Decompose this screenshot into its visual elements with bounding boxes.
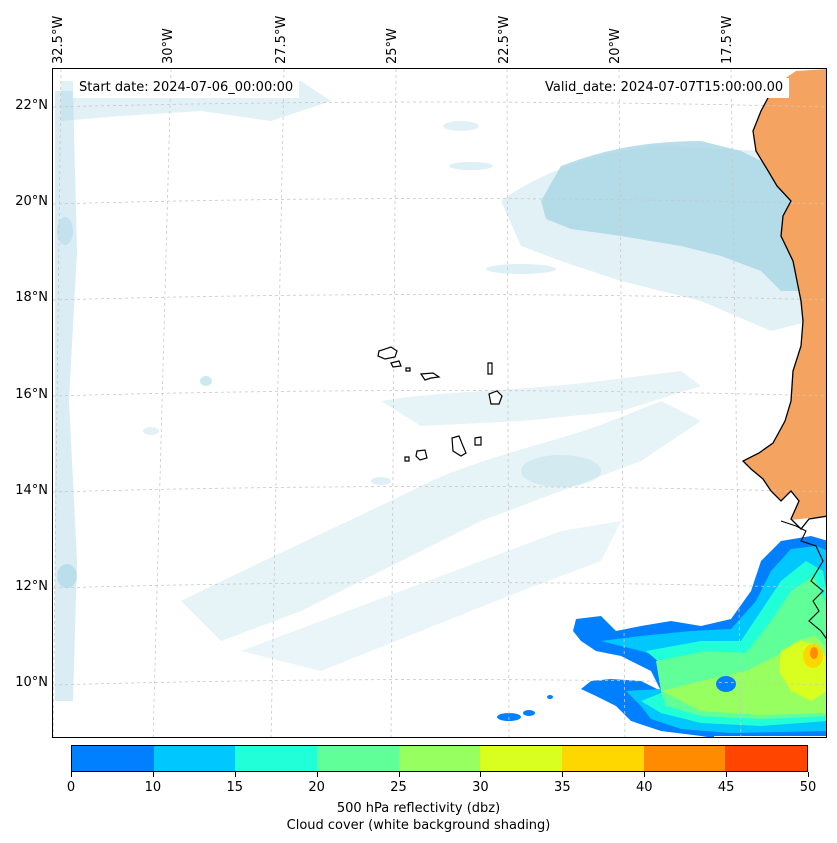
colorbar-tick: [726, 772, 728, 777]
island-sao-nicolau: [419, 372, 441, 381]
map-panel[interactable]: Start date: 2024-07-06_00:00:00 Valid_da…: [52, 68, 827, 738]
cape-verde-islands: [377, 346, 503, 462]
cloud-patch-5: [143, 427, 159, 435]
cloud-streak-central: [181, 401, 701, 641]
colorbar-segment: [398, 746, 481, 771]
lon-label-32-5w: 32.5°W: [51, 15, 66, 64]
colorbar-tick-label: 45: [717, 780, 735, 795]
land-africa: [743, 69, 826, 529]
island-boa-vista: [488, 390, 503, 405]
colorbar-segment: [235, 746, 318, 771]
cloud-streak-lower: [241, 521, 621, 671]
refl-blob-b: [523, 710, 535, 716]
coastline-south: [780, 520, 826, 640]
colorbar-tick-label: 10: [144, 780, 162, 795]
colorbar-tick-label: 15: [226, 780, 244, 795]
cloud-blob-left: [57, 564, 77, 588]
refl-40-45: [810, 647, 818, 659]
lat-label-14n: 14°N: [15, 483, 48, 498]
cloud-blob-left-2: [57, 217, 73, 245]
refl-blob-c: [547, 695, 553, 699]
colorbar-segment: [562, 746, 644, 771]
island-santiago: [451, 435, 467, 457]
colorbar-segment: [725, 746, 808, 771]
lat-label-22n: 22°N: [15, 98, 48, 113]
lon-label-17-5w: 17.5°W: [720, 15, 735, 64]
colorbar-tick-label: 30: [472, 780, 489, 795]
lat-label-12n: 12°N: [15, 579, 48, 594]
coastline-africa: [741, 80, 826, 530]
cloud-cover-layer: [55, 81, 811, 701]
valid-date-label: Valid_date: 2024-07-07T15:00:00.00: [539, 78, 790, 98]
island-sao-vicente: [390, 360, 402, 368]
island-sal: [487, 362, 493, 375]
cloud-patch-6: [371, 477, 391, 485]
island-santa-luzia: [405, 367, 411, 372]
gridlines: [53, 69, 826, 737]
cloud-patch-1: [486, 264, 556, 274]
cloud-patch-4: [200, 376, 212, 386]
refl-bottom-strip: [712, 734, 826, 737]
lat-label-20n: 20°N: [15, 194, 48, 209]
cloud-patch-3: [443, 121, 479, 131]
lon-label-25w: 25°W: [385, 28, 400, 64]
colorbar-segment: [480, 746, 563, 771]
colorbar-title: 500 hPa reflectivity (dbz): [336, 801, 501, 816]
refl-blob-d: [716, 676, 736, 692]
colorbar: [71, 745, 808, 772]
lon-label-20w: 20°W: [608, 28, 623, 64]
map-canvas: [53, 69, 826, 737]
colorbar-segment: [72, 746, 154, 771]
lon-label-30w: 30°W: [161, 28, 176, 64]
lat-label-10n: 10°N: [15, 675, 48, 690]
island-maio: [474, 436, 482, 446]
island-brava: [404, 456, 410, 462]
colorbar-tick: [71, 772, 72, 777]
colorbar-tick-label: 20: [308, 780, 325, 795]
colorbar-tick: [808, 772, 809, 777]
colorbar-tick-label: 25: [390, 780, 407, 795]
colorbar-tick: [316, 772, 318, 777]
island-fogo: [415, 449, 428, 461]
colorbar-tick-label: 40: [635, 780, 653, 795]
cloud-patch-7: [521, 455, 601, 487]
lon-label-27-5w: 27.5°W: [274, 15, 289, 64]
reflectivity-layer: [497, 536, 826, 737]
colorbar-tick: [234, 772, 236, 777]
colorbar-segment: [317, 746, 399, 771]
colorbar-tick: [152, 772, 154, 777]
start-date-label: Start date: 2024-07-06_00:00:00: [73, 78, 300, 98]
colorbar-tick: [562, 772, 564, 777]
colorbar-segment: [153, 746, 236, 771]
colorbar-tick: [480, 772, 482, 777]
cloud-streak-mid: [381, 371, 701, 426]
cloud-band-north-light: [501, 146, 811, 331]
cloud-band-north: [541, 141, 806, 291]
lat-label-16n: 16°N: [15, 387, 48, 402]
colorbar-tick-label: 50: [799, 780, 817, 795]
colorbar-tick-label: 35: [554, 780, 571, 795]
colorbar-tick: [398, 772, 400, 777]
lat-label-18n: 18°N: [15, 290, 48, 305]
colorbar-subtitle: Cloud cover (white background shading): [286, 818, 551, 833]
colorbar-tick-label: 0: [66, 780, 76, 795]
lon-label-22-5w: 22.5°W: [497, 15, 512, 64]
island-santo-antao: [377, 346, 398, 360]
colorbar-tick: [644, 772, 646, 777]
colorbar-segment: [643, 746, 726, 771]
cloud-patch-2: [449, 162, 493, 170]
